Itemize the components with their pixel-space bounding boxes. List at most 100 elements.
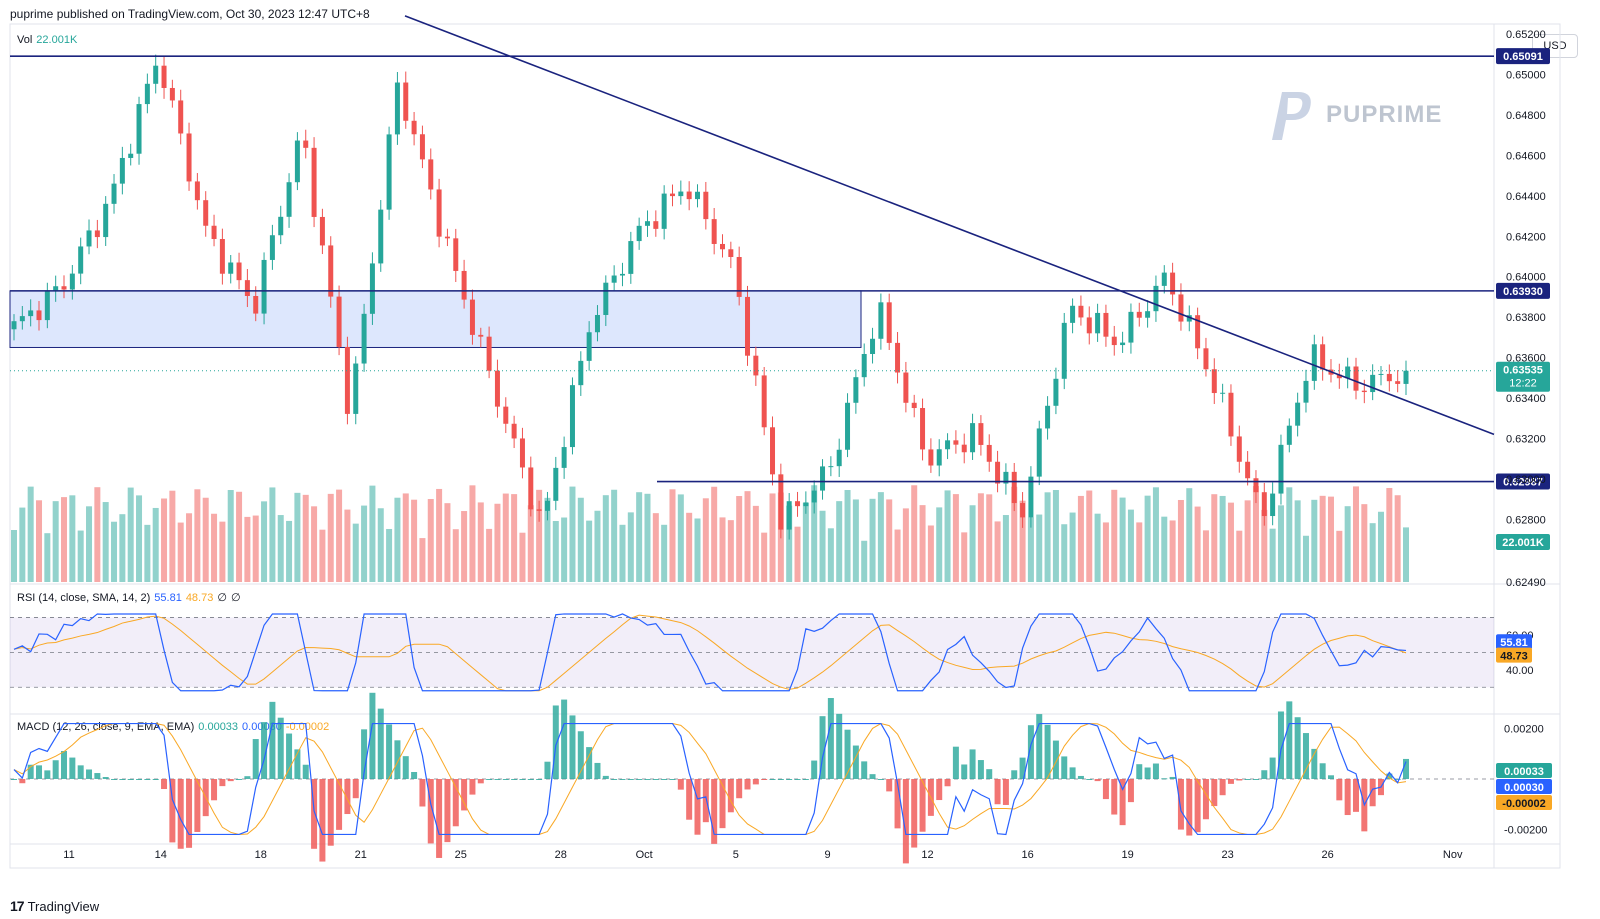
candle-body (94, 230, 100, 238)
level-label: 0.65091 (1503, 51, 1543, 63)
candle-body (169, 87, 175, 101)
volume-bar (419, 538, 426, 582)
candle-body (569, 385, 575, 448)
candle-body (36, 310, 42, 321)
volume-bar (186, 513, 193, 582)
candle-body (1403, 370, 1409, 384)
volume-bar (561, 517, 568, 582)
time-tick-label: 28 (555, 849, 567, 861)
volume-bar (386, 528, 393, 582)
macd-hist-bar (286, 733, 293, 779)
price-tick-label: 0.63000 (1506, 474, 1546, 486)
price-tick-label: 0.62490 (1506, 577, 1546, 589)
macd-hist-bar (1369, 779, 1376, 807)
candle-body (986, 444, 992, 462)
macd-hist-bar (1177, 779, 1184, 830)
volume-bar (1202, 530, 1209, 582)
macd-hist-bar (819, 716, 826, 779)
macd-hist-bar (427, 779, 434, 844)
macd-hist-bar (227, 779, 234, 782)
volume-bar (961, 532, 968, 582)
candle-body (1120, 342, 1126, 346)
volume-bar (1219, 495, 1226, 582)
candle-body (394, 82, 400, 135)
macd-hist-bar (702, 779, 709, 823)
candle-body (661, 193, 667, 229)
macd-hist-bar (327, 779, 334, 846)
candle-body (1311, 344, 1317, 381)
volume-bar (161, 498, 168, 582)
volume-bar (1011, 486, 1018, 582)
macd-hist-bar (1161, 778, 1168, 780)
macd-hist-bar (269, 701, 276, 779)
time-tick-label: 25 (455, 849, 467, 861)
macd-hist-bar (761, 779, 768, 780)
candle-body (995, 461, 1001, 484)
macd-hist-bar (1086, 779, 1093, 780)
candle-body (736, 257, 742, 297)
volume-bar (1327, 496, 1334, 582)
macd-hist-bar (1352, 779, 1359, 812)
volume-value-label: 22.001K (1502, 537, 1544, 549)
volume-bar (1369, 523, 1376, 582)
candle-body (1295, 402, 1301, 426)
candle-body (203, 200, 209, 226)
macd-hist-bar (827, 698, 834, 779)
volume-bar (627, 512, 634, 582)
macd-hist-bar (294, 749, 301, 779)
volume-bar (377, 508, 384, 582)
puprime-logo-icon (1272, 92, 1311, 140)
candle-body (1020, 503, 1026, 518)
candle-body (503, 406, 509, 424)
candle-body (411, 120, 417, 135)
candle-body (1153, 285, 1159, 312)
macd-hist-bar (1169, 776, 1176, 779)
volume-bar (436, 488, 443, 582)
candle-body (1195, 315, 1201, 349)
volume-bar (361, 505, 368, 582)
candle-body (44, 290, 50, 321)
macd-hist-bar (61, 750, 68, 779)
macd-hist-bar (444, 779, 451, 843)
macd-hist-bar (1269, 757, 1276, 779)
macd-hist-bar (11, 779, 17, 780)
candle-body (961, 444, 967, 453)
candle-body (694, 191, 700, 200)
price-tick-label: 0.63400 (1506, 393, 1546, 405)
macd-hist-bar (611, 779, 618, 780)
macd-hist-bar (19, 779, 26, 784)
volume-bar (111, 521, 118, 582)
puprime-watermark: PUPRIME (1262, 88, 1442, 142)
price-tick-label: 0.64800 (1506, 110, 1546, 122)
candle-body (328, 245, 334, 297)
volume-bar (1002, 515, 1009, 582)
rsi-sma-label: 48.73 (1500, 651, 1528, 663)
candle-body (761, 375, 767, 428)
macd-hist-bar (1044, 724, 1051, 779)
macd-hist-bar (319, 779, 326, 862)
candle-body (936, 449, 942, 466)
volume-bar (1061, 524, 1068, 582)
macd-hist-bar (36, 765, 43, 779)
candle-body (1061, 322, 1067, 379)
last-price-label: 0.63535 (1503, 365, 1543, 377)
macd-hist-bar (136, 779, 143, 780)
volume-bar (1252, 486, 1259, 582)
volume-bar (236, 491, 243, 582)
macd-hist-bar (1327, 775, 1334, 779)
macd-hist-bar (952, 746, 959, 779)
candle-body (1111, 336, 1117, 346)
candle-body (1086, 317, 1092, 334)
watermark-text: PUPRIME (1326, 101, 1443, 128)
candle-body (261, 259, 267, 314)
volume-bar (477, 502, 484, 582)
volume-bar (211, 513, 218, 582)
trendline (404, 15, 1495, 436)
volume-bar (1377, 511, 1384, 582)
macd-hist-bar (1336, 779, 1343, 801)
volume-bar (902, 508, 909, 582)
volume-bar (936, 507, 943, 582)
